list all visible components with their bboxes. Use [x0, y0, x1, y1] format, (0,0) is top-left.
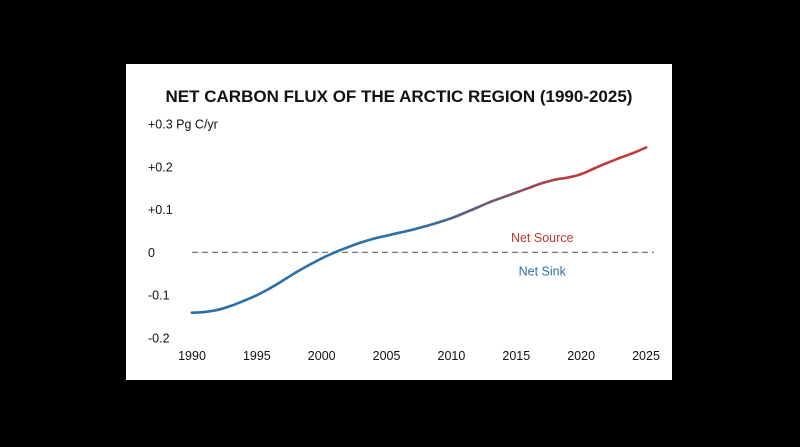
- data-point: [644, 146, 648, 149]
- data-point: [320, 257, 323, 260]
- data-point: [437, 221, 440, 224]
- data-point: [618, 156, 622, 160]
- data-point: [398, 231, 401, 234]
- annotation-label: Net Sink: [519, 264, 567, 278]
- data-point: [203, 310, 207, 314]
- x-tick-label: 2015: [502, 349, 530, 363]
- data-point: [372, 237, 375, 240]
- data-point: [281, 279, 285, 282]
- data-point: [631, 151, 635, 155]
- x-tick-label: 1990: [178, 349, 206, 363]
- x-tick-label: 2025: [632, 349, 660, 363]
- y-tick-label: -0.1: [148, 289, 170, 303]
- data-point: [268, 287, 272, 290]
- y-tick-label: +0.1: [148, 203, 173, 217]
- data-point: [489, 200, 492, 204]
- data-point: [346, 246, 349, 249]
- annotation-label: Net Source: [511, 231, 574, 245]
- data-point: [229, 304, 233, 308]
- y-tick-label: 0: [148, 246, 155, 260]
- data-point: [255, 293, 259, 297]
- y-tick-label: +0.2: [148, 160, 173, 174]
- data-point: [515, 191, 518, 194]
- x-tick-label: 1995: [243, 349, 271, 363]
- data-point: [502, 195, 505, 199]
- data-point: [450, 216, 453, 220]
- data-point: [190, 311, 194, 314]
- data-point: [605, 161, 609, 165]
- data-point: [476, 206, 479, 209]
- data-point: [294, 271, 298, 274]
- x-tick-label: 2005: [373, 349, 401, 363]
- x-axis-tick-labels: 1990 1995 2000 2005 2010 2015 2020 2025: [178, 349, 660, 363]
- net-flux-line: [190, 146, 648, 314]
- data-point: [592, 167, 596, 170]
- data-point: [553, 178, 557, 181]
- data-point: [385, 234, 388, 237]
- data-point: [411, 228, 414, 231]
- data-points: [190, 146, 648, 314]
- y-tick-label: +0.3 Pg C/yr: [148, 118, 218, 132]
- data-point: [579, 172, 583, 176]
- chart-title: NET CARBON FLUX OF THE ARCTIC REGION (19…: [166, 87, 633, 106]
- chart-card: NET CARBON FLUX OF THE ARCTIC REGION (19…: [126, 64, 672, 380]
- data-point: [333, 251, 336, 254]
- data-point: [216, 308, 220, 312]
- annotations: Net Source Net Sink: [511, 231, 574, 278]
- x-tick-label: 2020: [567, 349, 595, 363]
- y-axis-tick-labels: -0.2 -0.1 0 +0.1 +0.2 +0.3 Pg C/yr: [148, 118, 218, 346]
- data-point: [566, 176, 570, 179]
- y-tick-label: -0.2: [148, 332, 170, 346]
- data-point: [359, 241, 362, 244]
- data-point: [540, 181, 544, 185]
- data-point: [242, 299, 246, 303]
- line-chart: NET CARBON FLUX OF THE ARCTIC REGION (19…: [148, 87, 660, 363]
- data-point: [307, 263, 310, 267]
- data-point: [463, 211, 466, 215]
- data-point: [424, 225, 427, 228]
- x-tick-label: 2000: [308, 349, 336, 363]
- x-tick-label: 2010: [438, 349, 466, 363]
- data-point: [528, 186, 531, 190]
